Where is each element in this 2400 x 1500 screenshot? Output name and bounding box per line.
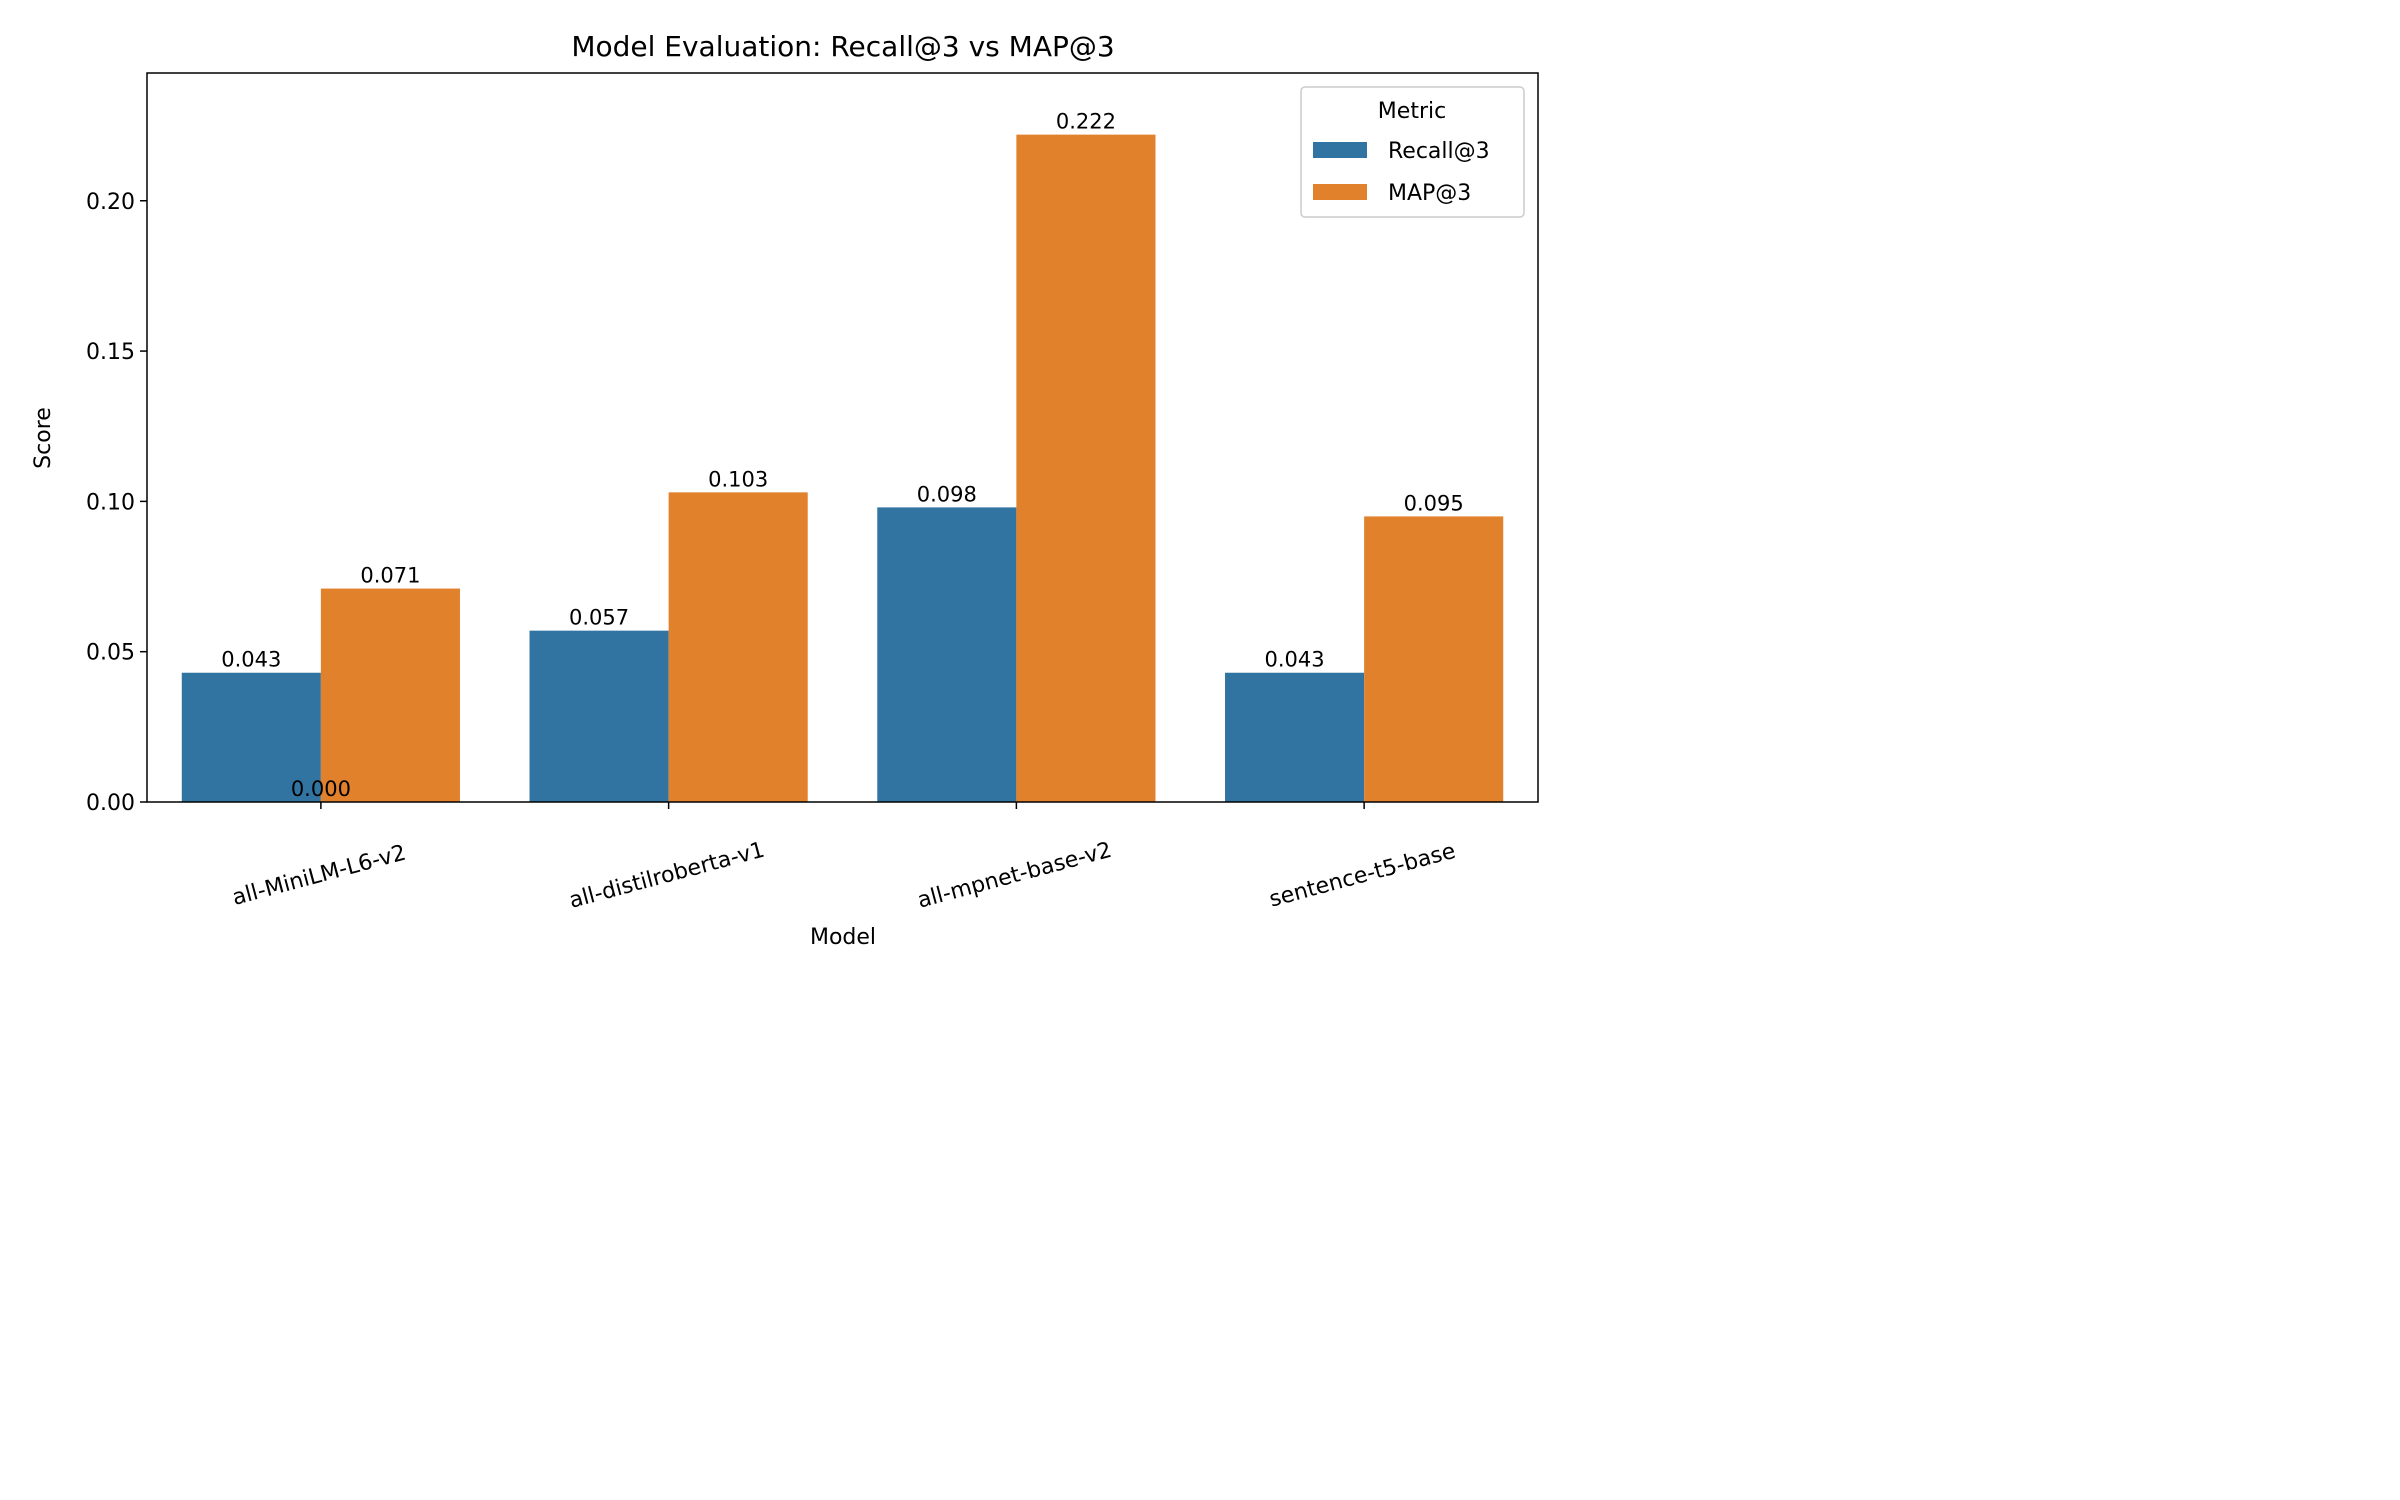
bar-value-label: 0.103 (708, 467, 768, 491)
x-tick-label: all-mpnet-base-v2 (915, 838, 1115, 914)
y-tick-label: 0.05 (86, 641, 135, 666)
x-axis-ticks: all-MiniLM-L6-v2 all-distilroberta-v1 all-… (230, 802, 1459, 914)
legend-label-recall: Recall@3 (1388, 139, 1490, 164)
bar-map3-1 (668, 492, 808, 802)
bar-map3-0 (320, 588, 460, 802)
bar-recall3-3 (1225, 672, 1365, 802)
legend-title: Metric (1378, 99, 1446, 124)
y-tick-label: 0.20 (86, 190, 135, 215)
x-tick-label: all-MiniLM-L6-v2 (230, 841, 409, 911)
bar-value-label: 0.098 (917, 482, 977, 506)
y-tick-label: 0.15 (86, 340, 135, 365)
y-tick-label: 0.10 (86, 490, 135, 515)
legend: Metric Recall@3 MAP@3 (1300, 86, 1525, 218)
bar-recall3-1 (529, 630, 669, 802)
legend-swatch-map (1313, 184, 1367, 200)
legend-swatch-recall (1313, 142, 1367, 158)
zero-value-label: 0.000 (291, 777, 351, 801)
y-axis-label: Score (31, 407, 56, 469)
bar-value-label: 0.043 (1265, 648, 1325, 672)
bar-value-label: 0.095 (1404, 491, 1464, 515)
bar-value-label: 0.057 (569, 606, 629, 630)
x-axis-label: Model (810, 925, 876, 950)
y-axis-ticks: 0.00 0.05 0.10 0.15 0.20 (86, 190, 147, 816)
x-tick-label: all-distilroberta-v1 (567, 838, 768, 914)
bar-value-label: 0.222 (1056, 110, 1116, 134)
bar-map3-3 (1364, 516, 1504, 802)
bar-recall3-0 (181, 672, 321, 802)
chart-title: Model Evaluation: Recall@3 vs MAP@3 (571, 30, 1114, 63)
chart: Model Evaluation: Recall@3 vs MAP@3 0.04… (31, 30, 1539, 950)
bar-value-label: 0.071 (360, 564, 420, 588)
legend-label-map: MAP@3 (1388, 181, 1471, 206)
bar-map3-2 (1016, 134, 1156, 802)
bar-value-label: 0.043 (221, 648, 281, 672)
bar-labels-group: 0.043 0.057 0.098 0.043 0.071 0.103 0.222 0.095… (221, 110, 1463, 801)
plot-frame (146, 72, 1539, 803)
bars-group (181, 134, 1504, 802)
y-tick-label: 0.00 (86, 791, 135, 816)
bar-recall3-2 (877, 507, 1017, 802)
x-tick-label: sentence-t5-base (1267, 839, 1459, 913)
